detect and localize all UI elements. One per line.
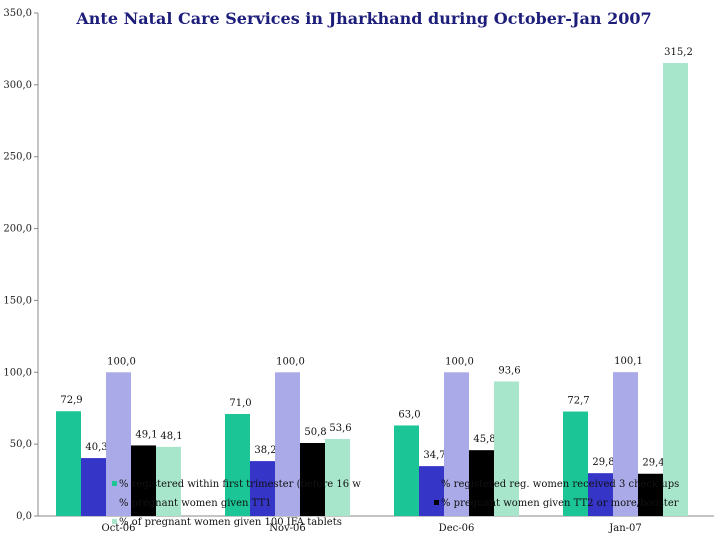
category-label: Jan-07	[608, 523, 642, 534]
category-label: Nov-06	[269, 523, 306, 534]
y-tick-label: 100,0	[3, 367, 32, 378]
bar	[663, 63, 688, 516]
data-label: 53,6	[329, 423, 351, 434]
bar	[494, 381, 519, 516]
bar	[325, 438, 350, 516]
legend-label: % pregnant women given TT2 or more/boost…	[441, 498, 679, 509]
bar	[588, 473, 613, 516]
data-label: 48,1	[160, 431, 182, 442]
y-tick-label: 0,0	[16, 511, 32, 522]
bar	[156, 446, 181, 516]
legend-label: % pregnant women given TT1	[119, 498, 272, 509]
data-label: 29,4	[642, 458, 664, 469]
chart-title: Ante Natal Care Services in Jharkhand du…	[75, 9, 651, 28]
bar	[469, 450, 494, 516]
data-label: 63,0	[398, 409, 420, 420]
legend-label: % registered within first trimester (bef…	[119, 479, 361, 490]
bar	[613, 372, 638, 516]
category-labels: Oct-06 Nov-06 Dec-06 Jan-07	[102, 523, 642, 534]
legend-swatch	[434, 481, 439, 486]
bar	[444, 372, 469, 516]
bar	[563, 411, 588, 516]
y-tick-label: 350,0	[3, 8, 32, 19]
data-label: 38,2	[254, 445, 276, 456]
y-ticks: 0,0 50,0 100,0 150,0 200,0 250,0 300,0 350,0	[3, 8, 38, 522]
data-label: 93,6	[498, 365, 520, 376]
data-label: 50,8	[304, 427, 326, 438]
data-label: 71,0	[229, 398, 251, 409]
data-label: 29,8	[592, 457, 614, 468]
bar	[81, 458, 106, 516]
data-label: 100,0	[445, 356, 474, 367]
bar	[394, 425, 419, 516]
bar	[300, 442, 325, 516]
category-label: Oct-06	[102, 523, 136, 534]
y-tick-label: 200,0	[3, 224, 32, 235]
y-tick-label: 50,0	[10, 439, 32, 450]
data-label: 100,1	[614, 356, 643, 367]
data-label: 315,2	[664, 47, 693, 58]
data-label: 34,7	[423, 450, 445, 461]
data-label: 72,7	[567, 396, 589, 407]
data-label: 72,9	[60, 395, 82, 406]
legend-label: % registered reg. women received 3 check…	[441, 479, 679, 490]
y-tick-label: 300,0	[3, 80, 32, 91]
bar	[56, 411, 81, 516]
bar	[638, 473, 663, 516]
bar	[106, 372, 131, 516]
bar	[419, 466, 444, 516]
y-tick-label: 150,0	[3, 295, 32, 306]
legend: % registered within first trimester (bef…	[112, 479, 679, 528]
legend-swatch	[112, 519, 117, 524]
bars: 72,9 40,3 100,0 49,1 48,1 71,0 38,2 100,0 50,8 53…	[56, 47, 693, 516]
bar	[250, 461, 275, 516]
legend-label: % of pregnant women given 100 IFA tablet…	[119, 517, 342, 528]
data-label: 100,0	[276, 356, 305, 367]
legend-swatch	[112, 500, 117, 505]
bar	[275, 372, 300, 516]
data-label: 100,0	[107, 356, 136, 367]
category-label: Dec-06	[439, 523, 475, 534]
data-label: 40,3	[85, 442, 107, 453]
data-label: 45,8	[473, 434, 495, 445]
legend-swatch	[112, 481, 117, 486]
bar	[131, 445, 156, 516]
bar	[225, 413, 250, 516]
legend-swatch	[434, 500, 439, 505]
data-label: 49,1	[135, 429, 157, 440]
y-tick-label: 250,0	[3, 152, 32, 163]
